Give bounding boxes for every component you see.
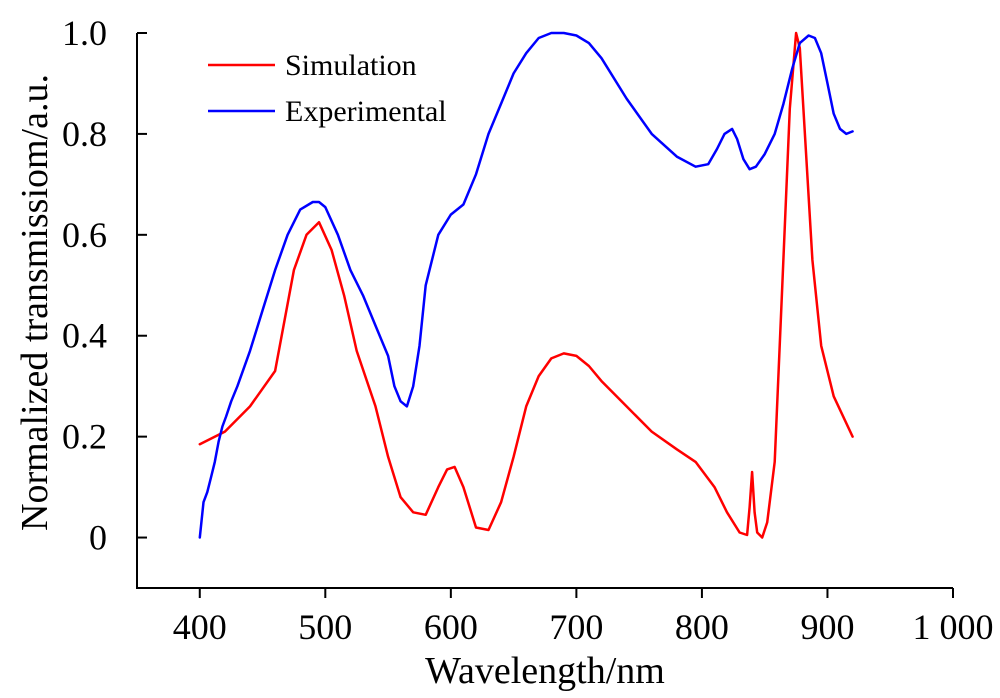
y-tick-label: 0.8 xyxy=(62,114,107,154)
series-lines xyxy=(198,31,854,539)
y-tick-label: 1.0 xyxy=(62,13,107,53)
axes xyxy=(136,33,953,589)
y-tick-label: 0 xyxy=(89,518,107,558)
axis-frame xyxy=(136,33,953,589)
y-axis-label: Normalized transmissiom/a.u. xyxy=(14,74,56,531)
x-tick-label: 400 xyxy=(173,607,227,647)
series-line-experimental xyxy=(198,31,854,539)
x-tick-label: 500 xyxy=(298,607,352,647)
legend-label-experimental: Experimental xyxy=(285,95,447,128)
y-tick-label: 0.4 xyxy=(62,316,107,356)
series-line-simulation xyxy=(198,31,854,539)
x-tick-label: 900 xyxy=(800,607,854,647)
x-tick-label: 1 000 xyxy=(913,607,994,647)
ticks: 400 500 600 700 800 900 1 000 0 0.2 0.4 0.6 0.8 1.0 xyxy=(62,13,994,647)
y-tick-label: 0.6 xyxy=(62,215,107,255)
legend: Simulation Experimental xyxy=(208,49,447,128)
x-tick-label: 700 xyxy=(549,607,603,647)
x-axis-label: Wavelength/nm xyxy=(425,650,665,692)
x-tick-label: 800 xyxy=(675,607,729,647)
x-tick-label: 600 xyxy=(424,607,478,647)
legend-label-simulation: Simulation xyxy=(285,49,417,82)
y-tick-label: 0.2 xyxy=(62,417,107,457)
